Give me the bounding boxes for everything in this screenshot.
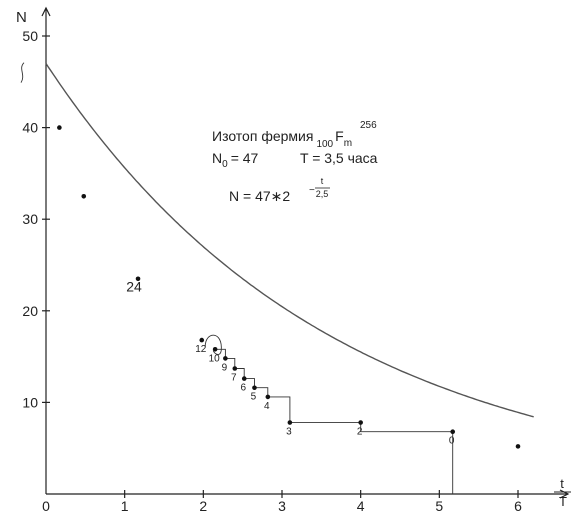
step-line (244, 378, 255, 388)
point-label: 6 (240, 383, 246, 394)
data-point (358, 420, 363, 425)
x-axis-label-numerator: t (560, 476, 564, 491)
data-point (135, 276, 141, 282)
y-axis-arrow (41, 6, 51, 17)
data-point (265, 394, 271, 400)
point-label: 4 (264, 401, 270, 412)
formula-exponent-sign: − (309, 185, 315, 196)
annotation: Изотоп фермия100Fm 256 N0 = 47 T = 3,5 ча… (212, 120, 378, 204)
y-tick-label: 40 (22, 120, 38, 136)
point-label: 2 (357, 427, 363, 438)
step-line (254, 387, 269, 397)
data-point (241, 376, 247, 381)
data-point (199, 337, 205, 343)
x-tick-label: 3 (278, 498, 286, 514)
data-point (223, 356, 228, 361)
formula: N = 47∗2 (229, 188, 290, 204)
formula-exponent-denominator: 2,5 (316, 189, 329, 199)
loop-mark (204, 334, 222, 355)
initial-count: N0 = 47 (212, 150, 259, 170)
y-tick-label: 50 (22, 28, 38, 44)
point-label: 10 (209, 353, 221, 364)
point-label: 9 (222, 362, 228, 373)
point-label: 0 (449, 436, 455, 447)
step-line (225, 357, 236, 369)
data-point (515, 444, 521, 449)
step-line (215, 348, 226, 359)
y-tick-label: 10 (22, 394, 38, 410)
data-point (57, 125, 62, 130)
step-line (234, 368, 245, 379)
x-tick-label: 6 (514, 498, 522, 514)
point-label: 5 (251, 392, 257, 403)
x-axis-label-denominator: T (559, 494, 567, 509)
data-point (450, 429, 456, 435)
y-tick-label: 30 (22, 211, 38, 227)
x-tick-label: 2 (199, 498, 207, 514)
x-tick-label: 1 (121, 498, 129, 514)
half-life: T = 3,5 часа (300, 150, 378, 166)
x-axis-arrow (559, 489, 570, 499)
x-tick-label: 0 (42, 498, 50, 514)
isotope-superscript: 256 (360, 120, 377, 131)
data-point (232, 366, 238, 371)
axes (41, 6, 570, 499)
data-point (212, 346, 218, 352)
data-point (81, 194, 87, 199)
data-point (252, 385, 257, 391)
decay-curve (45, 63, 534, 418)
annotation-title: Изотоп фермия100Fm (212, 128, 352, 150)
x-tick-label: 4 (357, 498, 365, 514)
x-tick-label: 5 (435, 498, 443, 514)
step-line (267, 396, 361, 424)
point-label: 12 (195, 344, 207, 355)
y-tick-label: 20 (22, 303, 38, 319)
data-point (287, 420, 293, 425)
step-lines (215, 348, 454, 494)
point-label: 3 (286, 427, 292, 438)
formula-exponent-numerator: t (321, 176, 324, 186)
y-axis-label: N (16, 9, 27, 26)
point-label: 24 (126, 279, 142, 295)
axis-break-mark (20, 62, 25, 83)
point-label: 7 (231, 373, 237, 384)
step-line (360, 422, 454, 494)
